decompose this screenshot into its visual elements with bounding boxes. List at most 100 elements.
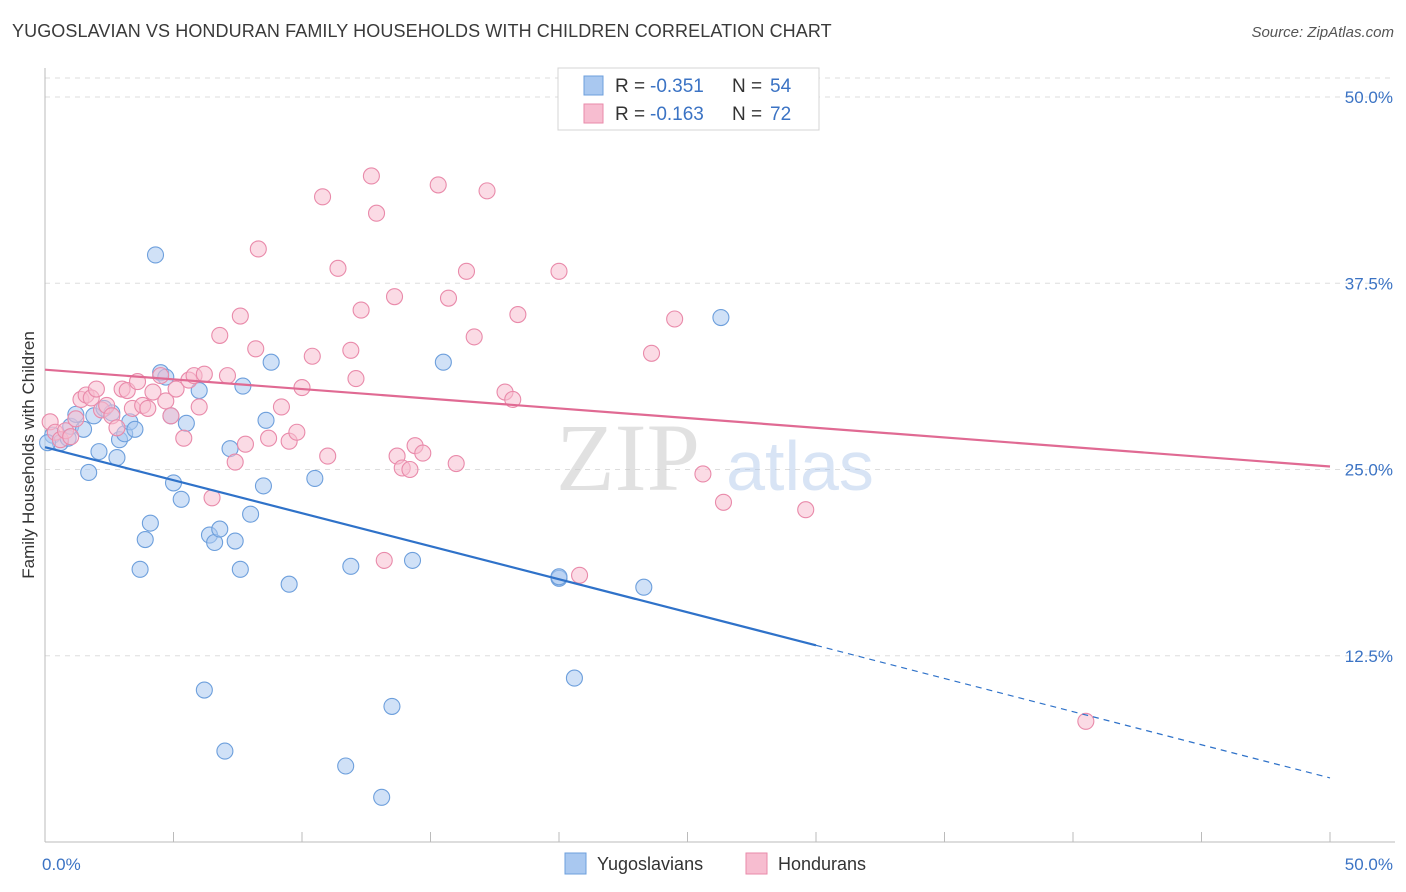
legend-r-label: R = — [615, 104, 645, 125]
y-tick-label: 50.0% — [1345, 88, 1393, 107]
hondurans-point — [152, 367, 170, 385]
yugoslavians-point — [306, 469, 324, 487]
hondurans-point — [342, 341, 360, 359]
bottom-legend-label-yugoslavians: Yugoslavians — [597, 854, 703, 874]
hondurans-point — [260, 429, 278, 447]
yugoslavians-point — [257, 411, 275, 429]
yugoslavians-point — [403, 551, 422, 569]
hondurans-point — [67, 410, 85, 428]
trend-lines — [44, 368, 1331, 779]
hondurans-point — [190, 398, 208, 416]
hondurans-point — [362, 167, 380, 185]
yugoslavians-trend — [44, 446, 817, 647]
tick-labels: 12.5% 25.0% 37.5% 50.0% 0.0% 50.0% — [42, 88, 1393, 874]
hondurans-point — [478, 182, 496, 200]
yugoslavians-point — [242, 505, 260, 523]
hondurans-point — [375, 551, 393, 569]
watermark: ZIP atlas — [556, 404, 874, 511]
hondurans-point — [139, 399, 157, 417]
watermark-atlas: atlas — [726, 427, 874, 505]
hondurans-trend — [44, 368, 1331, 468]
y-tick-label: 25.0% — [1345, 461, 1393, 480]
hondurans-point — [108, 419, 126, 437]
hondurans-point — [429, 176, 447, 194]
hondurans-point — [504, 390, 522, 409]
hondurans-point — [218, 367, 237, 385]
hondurans-point — [211, 326, 229, 344]
yugoslavians-point — [434, 353, 452, 371]
hondurans-point — [550, 262, 568, 280]
hondurans-point — [247, 340, 265, 358]
yugoslavians-point — [712, 308, 730, 327]
hondurans-point — [642, 344, 661, 362]
hondurans-point — [367, 204, 386, 222]
hondurans-point — [62, 428, 80, 446]
yugoslavians-point — [195, 681, 213, 699]
hondurans-point — [249, 240, 267, 258]
bottom-legend-swatch-hondurans — [745, 852, 768, 875]
legend-n-value: 72 — [770, 104, 791, 125]
yugoslavians-point — [635, 578, 653, 596]
hondurans-point — [195, 365, 213, 383]
hondurans-point — [797, 501, 815, 519]
hondurans-point — [385, 288, 404, 306]
yugoslavians-point — [280, 575, 298, 593]
yugoslavians-point — [226, 532, 244, 550]
hondurans-point — [314, 188, 332, 206]
hondurans-point — [319, 447, 337, 465]
yugoslavian-points — [39, 246, 730, 806]
yugoslavians-point — [342, 557, 360, 575]
bottom-legend: Yugoslavians Hondurans — [564, 852, 866, 875]
hondurans-point — [694, 465, 712, 483]
hondurans-point — [272, 398, 290, 416]
yugoslavians-point — [177, 414, 195, 432]
yugoslavians-point — [337, 757, 355, 775]
legend-n-label: N = — [732, 76, 762, 97]
yugoslavians-point — [146, 246, 165, 264]
yugoslavians-point — [262, 353, 280, 371]
hondurans-point — [231, 307, 249, 325]
hondurans-point — [167, 380, 185, 398]
hondurans-point — [347, 370, 365, 388]
yugoslavians-point — [136, 530, 154, 549]
yugoslavians-point — [231, 560, 249, 578]
hondurans-point — [414, 444, 432, 462]
hondurans-point — [714, 493, 733, 511]
y-tick-label: 12.5% — [1345, 647, 1393, 666]
hondurans-point — [457, 262, 476, 280]
hondurans-point — [157, 392, 175, 410]
hondurans-point — [303, 347, 321, 365]
yugoslavians-point — [80, 463, 98, 482]
hondurans-point — [162, 407, 180, 425]
yugoslavians-point — [383, 697, 401, 715]
yugoslavians-point — [172, 490, 190, 508]
hondurans-point — [144, 383, 162, 401]
legend: R = -0.351 N = 54 R = -0.163 N = 72 — [557, 67, 820, 131]
hondurans-point — [439, 289, 458, 307]
hondurans-point — [175, 429, 193, 447]
chart-source: Source: ZipAtlas.com — [1251, 24, 1394, 41]
hondurans-point — [226, 453, 244, 471]
yugoslavians-trend-extension — [815, 644, 1331, 779]
hondurans-point — [1077, 712, 1095, 730]
yugoslavians-point — [126, 420, 144, 438]
legend-r-value: -0.351 — [650, 76, 704, 97]
hondurans-point — [666, 310, 684, 328]
bottom-legend-label-hondurans: Hondurans — [778, 854, 866, 874]
legend-n-label: N = — [732, 104, 762, 125]
hondurans-point — [352, 301, 370, 319]
legend-r-value: -0.163 — [650, 104, 704, 125]
hondurans-point — [329, 259, 347, 277]
hondurans-point — [571, 566, 589, 584]
yugoslavians-point — [373, 788, 391, 806]
x-tick-label: 50.0% — [1345, 855, 1393, 874]
legend-n-value: 54 — [770, 76, 792, 97]
yugoslavians-point — [90, 443, 108, 461]
x-tick-label: 0.0% — [42, 855, 81, 874]
hondurans-point — [401, 460, 419, 479]
legend-swatch-yugoslavians — [583, 75, 604, 96]
yugoslavians-point — [141, 514, 159, 532]
hondurans-point — [236, 435, 255, 453]
hondurans-point — [87, 380, 105, 398]
